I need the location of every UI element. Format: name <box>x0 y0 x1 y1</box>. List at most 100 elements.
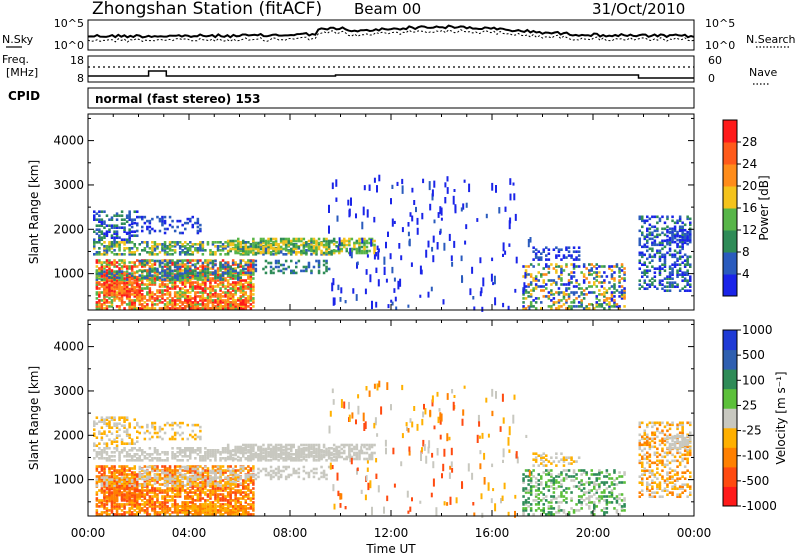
velocity-cell <box>234 451 237 455</box>
power-cell <box>231 269 235 273</box>
velocity-cell <box>136 430 139 434</box>
power-cell <box>656 229 659 233</box>
power-cell <box>130 234 134 238</box>
velocity-cell <box>156 493 159 496</box>
power-cell <box>244 241 248 244</box>
velocity-cell <box>130 473 134 476</box>
power-cell <box>103 249 106 252</box>
power-cell <box>189 283 192 286</box>
power-cell <box>191 225 195 229</box>
velocity-cell <box>130 501 134 504</box>
power-cell <box>658 279 662 283</box>
power-cell <box>681 221 684 225</box>
velocity-cell <box>105 513 109 516</box>
power-cell <box>453 240 456 248</box>
velocity-cell <box>138 511 142 514</box>
power-cell <box>209 259 212 262</box>
power-cell <box>181 274 184 277</box>
velocity-cell <box>130 447 134 450</box>
power-cell <box>199 291 202 294</box>
velocity-cell <box>143 465 147 468</box>
power-cell <box>673 263 677 267</box>
velocity-cell <box>100 455 104 458</box>
power-cell <box>335 241 338 244</box>
power-cell <box>295 245 298 249</box>
power-cell <box>219 293 222 296</box>
power-cell <box>590 269 594 272</box>
power-cell <box>194 281 197 284</box>
velocity-cell <box>272 451 275 455</box>
power-cell <box>103 247 106 250</box>
power-cell <box>368 241 371 245</box>
power-cell <box>673 281 677 285</box>
power-cell <box>133 221 137 225</box>
power-cell <box>302 269 306 273</box>
power-cell <box>105 285 109 289</box>
power-cell <box>290 247 293 251</box>
velocity-cell <box>287 457 291 461</box>
velocity-cell <box>332 447 336 451</box>
power-cell <box>93 241 96 244</box>
velocity-cell <box>113 451 116 454</box>
power-cell <box>267 251 270 255</box>
power-cell <box>284 237 288 241</box>
power-cell <box>146 263 149 266</box>
power-cell <box>244 297 248 300</box>
power-cell <box>123 307 126 310</box>
power-cell <box>153 271 157 274</box>
power-cell <box>666 289 669 293</box>
power-cell <box>184 247 187 250</box>
velocity-cell <box>343 457 346 461</box>
velocity-cell <box>310 453 313 457</box>
power-cell <box>196 285 200 288</box>
power-cell <box>226 289 230 292</box>
power-cell <box>209 291 212 294</box>
power-cell <box>93 253 96 256</box>
power-cell <box>128 287 131 291</box>
power-cell <box>173 301 177 304</box>
power-cell <box>199 265 202 268</box>
power-cell <box>178 241 182 244</box>
power-cell <box>683 273 687 277</box>
power-cell <box>133 299 137 302</box>
power-cell <box>582 263 586 266</box>
velocity-cell <box>146 473 149 476</box>
velocity-cell <box>148 459 152 462</box>
velocity-cell <box>168 487 172 490</box>
power-cell <box>542 289 546 292</box>
power-cell <box>231 239 235 243</box>
velocity-cell <box>194 451 197 454</box>
velocity-cell <box>143 455 147 458</box>
power-cell <box>297 259 301 263</box>
power-cell <box>105 214 109 218</box>
power-cell <box>125 291 129 295</box>
power-ylabel: Slant Range [km] <box>27 160 41 264</box>
velocity-cell <box>161 465 164 468</box>
power-cell <box>678 263 682 267</box>
power-cell <box>277 265 280 269</box>
power-cell <box>184 281 187 284</box>
power-cell <box>143 259 147 263</box>
velocity-cell <box>128 511 131 514</box>
velocity-cell <box>355 447 359 451</box>
power-cell <box>661 227 664 231</box>
velocity-cell <box>184 453 187 456</box>
power-cell <box>646 271 649 275</box>
power-cell <box>310 239 313 243</box>
power-cell <box>641 231 644 235</box>
velocity-cell <box>191 485 195 488</box>
power-colorbar-label: Power [dB] <box>757 175 771 240</box>
power-cell <box>307 243 311 247</box>
power-cell <box>247 273 250 276</box>
power-cell <box>141 295 144 298</box>
power-cell <box>231 301 235 304</box>
power-cell <box>234 305 237 308</box>
power-cell <box>191 215 195 219</box>
velocity-cell <box>105 509 109 512</box>
velocity-cell <box>95 465 99 468</box>
power-cell <box>153 299 157 302</box>
power-cell <box>610 299 614 302</box>
power-cell <box>542 248 546 252</box>
power-cell <box>401 227 404 233</box>
power-cell <box>125 247 129 250</box>
